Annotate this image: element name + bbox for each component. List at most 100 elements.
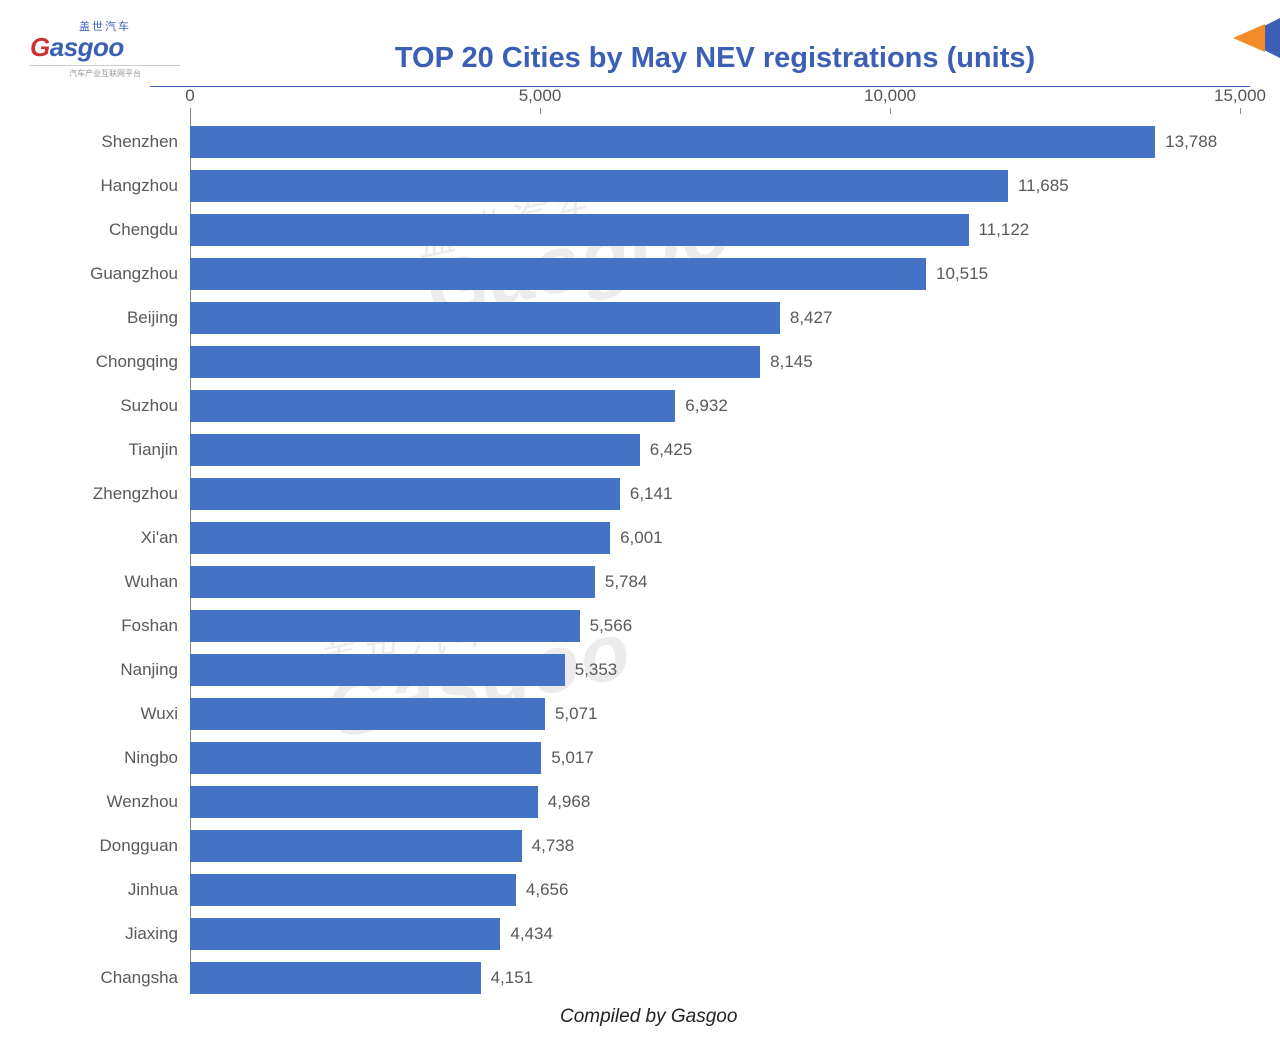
bar-value-label: 13,788 xyxy=(1155,132,1217,152)
bar-value-label: 11,122 xyxy=(969,220,1030,240)
credit-text: Compiled by Gasgoo xyxy=(560,1006,737,1028)
bar: 4,151 xyxy=(190,962,481,994)
bar-city-label: Chengdu xyxy=(109,220,190,240)
bar: 13,788 xyxy=(190,126,1155,158)
bar-city-label: Suzhou xyxy=(120,396,190,416)
bar: 6,932 xyxy=(190,390,675,422)
bar-city-label: Nanjing xyxy=(120,660,190,680)
x-tick-label: 10,000 xyxy=(864,86,916,106)
bar: 6,141 xyxy=(190,478,620,510)
bar-row: Jinhua4,656 xyxy=(190,874,1240,906)
chart-title: TOP 20 Cities by May NEV registrations (… xyxy=(180,42,1250,79)
bar-row: Suzhou6,932 xyxy=(190,390,1240,422)
bar-value-label: 6,141 xyxy=(620,484,673,504)
bar-value-label: 4,738 xyxy=(522,836,575,856)
logo-subtitle: 汽车产业互联网平台 xyxy=(30,65,180,79)
bar: 5,017 xyxy=(190,742,541,774)
bar-value-label: 6,425 xyxy=(640,440,693,460)
bar-value-label: 4,968 xyxy=(538,792,591,812)
bar-value-label: 10,515 xyxy=(926,264,988,284)
bar-row: Changsha4,151 xyxy=(190,962,1240,994)
logo-letter-g: G xyxy=(30,32,50,62)
bar: 8,427 xyxy=(190,302,780,334)
bar-row: Xi'an6,001 xyxy=(190,522,1240,554)
bar-value-label: 4,151 xyxy=(481,968,534,988)
x-axis: 05,00010,00015,000 xyxy=(190,80,1240,120)
bar-row: Hangzhou11,685 xyxy=(190,170,1240,202)
corner-arrow-icon xyxy=(1225,18,1280,58)
bar-value-label: 5,784 xyxy=(595,572,648,592)
bar-value-label: 6,001 xyxy=(610,528,663,548)
bar-row: Tianjin6,425 xyxy=(190,434,1240,466)
bar: 8,145 xyxy=(190,346,760,378)
bar-value-label: 4,656 xyxy=(516,880,569,900)
bar-city-label: Dongguan xyxy=(100,836,190,856)
bar-city-label: Shenzhen xyxy=(101,132,190,152)
bar-row: Jiaxing4,434 xyxy=(190,918,1240,950)
bar: 4,656 xyxy=(190,874,516,906)
bar-value-label: 5,071 xyxy=(545,704,598,724)
bar-city-label: Guangzhou xyxy=(90,264,190,284)
bar-row: Zhengzhou6,141 xyxy=(190,478,1240,510)
bar-city-label: Wuhan xyxy=(124,572,190,592)
bar-row: Wuxi5,071 xyxy=(190,698,1240,730)
bar: 5,353 xyxy=(190,654,565,686)
bar-row: Dongguan4,738 xyxy=(190,830,1240,862)
bar: 5,566 xyxy=(190,610,580,642)
bar-row: Nanjing5,353 xyxy=(190,654,1240,686)
bar-city-label: Hangzhou xyxy=(100,176,190,196)
bar-value-label: 6,932 xyxy=(675,396,728,416)
bar-value-label: 4,434 xyxy=(500,924,553,944)
bar-city-label: Ningbo xyxy=(124,748,190,768)
bar-city-label: Beijing xyxy=(127,308,190,328)
x-tick-mark xyxy=(1240,108,1241,114)
bar-city-label: Wuxi xyxy=(141,704,190,724)
x-tick-label: 5,000 xyxy=(519,86,562,106)
bar-row: Beijing8,427 xyxy=(190,302,1240,334)
bar: 11,685 xyxy=(190,170,1008,202)
bar-row: Chengdu11,122 xyxy=(190,214,1240,246)
bar-city-label: Zhengzhou xyxy=(93,484,190,504)
bars-container: Shenzhen13,788 Hangzhou11,685 Chengdu11,12… xyxy=(190,120,1240,988)
bar-row: Guangzhou10,515 xyxy=(190,258,1240,290)
bar: 6,425 xyxy=(190,434,640,466)
bar: 11,122 xyxy=(190,214,969,246)
bar: 5,071 xyxy=(190,698,545,730)
bar-row: Chongqing8,145 xyxy=(190,346,1240,378)
logo-text: Gasgoo xyxy=(30,32,180,63)
logo-letter-rest: asgoo xyxy=(50,32,124,62)
bar-row: Wenzhou4,968 xyxy=(190,786,1240,818)
bar-value-label: 11,685 xyxy=(1008,176,1069,196)
bar-row: Wuhan5,784 xyxy=(190,566,1240,598)
bar: 10,515 xyxy=(190,258,926,290)
bar-value-label: 5,566 xyxy=(580,616,633,636)
bar: 5,784 xyxy=(190,566,595,598)
bar-value-label: 8,427 xyxy=(780,308,833,328)
bar-city-label: Jiaxing xyxy=(125,924,190,944)
bar-row: Foshan5,566 xyxy=(190,610,1240,642)
bar: 4,738 xyxy=(190,830,522,862)
chart-area: 05,00010,00015,000 Shenzhen13,788Hangzho… xyxy=(190,80,1240,988)
bar-city-label: Jinhua xyxy=(128,880,190,900)
bar-city-label: Tianjin xyxy=(129,440,190,460)
bar-city-label: Xi'an xyxy=(141,528,190,548)
gasgoo-logo: 盖世汽车 Gasgoo 汽车产业互联网平台 xyxy=(30,18,180,79)
bar-city-label: Foshan xyxy=(121,616,190,636)
x-tick-mark xyxy=(890,108,891,114)
bar-row: Shenzhen13,788 xyxy=(190,126,1240,158)
bar: 6,001 xyxy=(190,522,610,554)
bar-city-label: Chongqing xyxy=(96,352,190,372)
bar-city-label: Wenzhou xyxy=(106,792,190,812)
x-tick-mark xyxy=(540,108,541,114)
x-tick-mark xyxy=(190,108,191,114)
bar-value-label: 5,353 xyxy=(565,660,618,680)
bar: 4,434 xyxy=(190,918,500,950)
bar-value-label: 8,145 xyxy=(760,352,813,372)
header: 盖世汽车 Gasgoo 汽车产业互联网平台 TOP 20 Cities by M… xyxy=(0,0,1280,87)
x-tick-label: 15,000 xyxy=(1214,86,1266,106)
bar-city-label: Changsha xyxy=(100,968,190,988)
bar-row: Ningbo5,017 xyxy=(190,742,1240,774)
x-tick-label: 0 xyxy=(185,86,194,106)
bar: 4,968 xyxy=(190,786,538,818)
bar-value-label: 5,017 xyxy=(541,748,594,768)
